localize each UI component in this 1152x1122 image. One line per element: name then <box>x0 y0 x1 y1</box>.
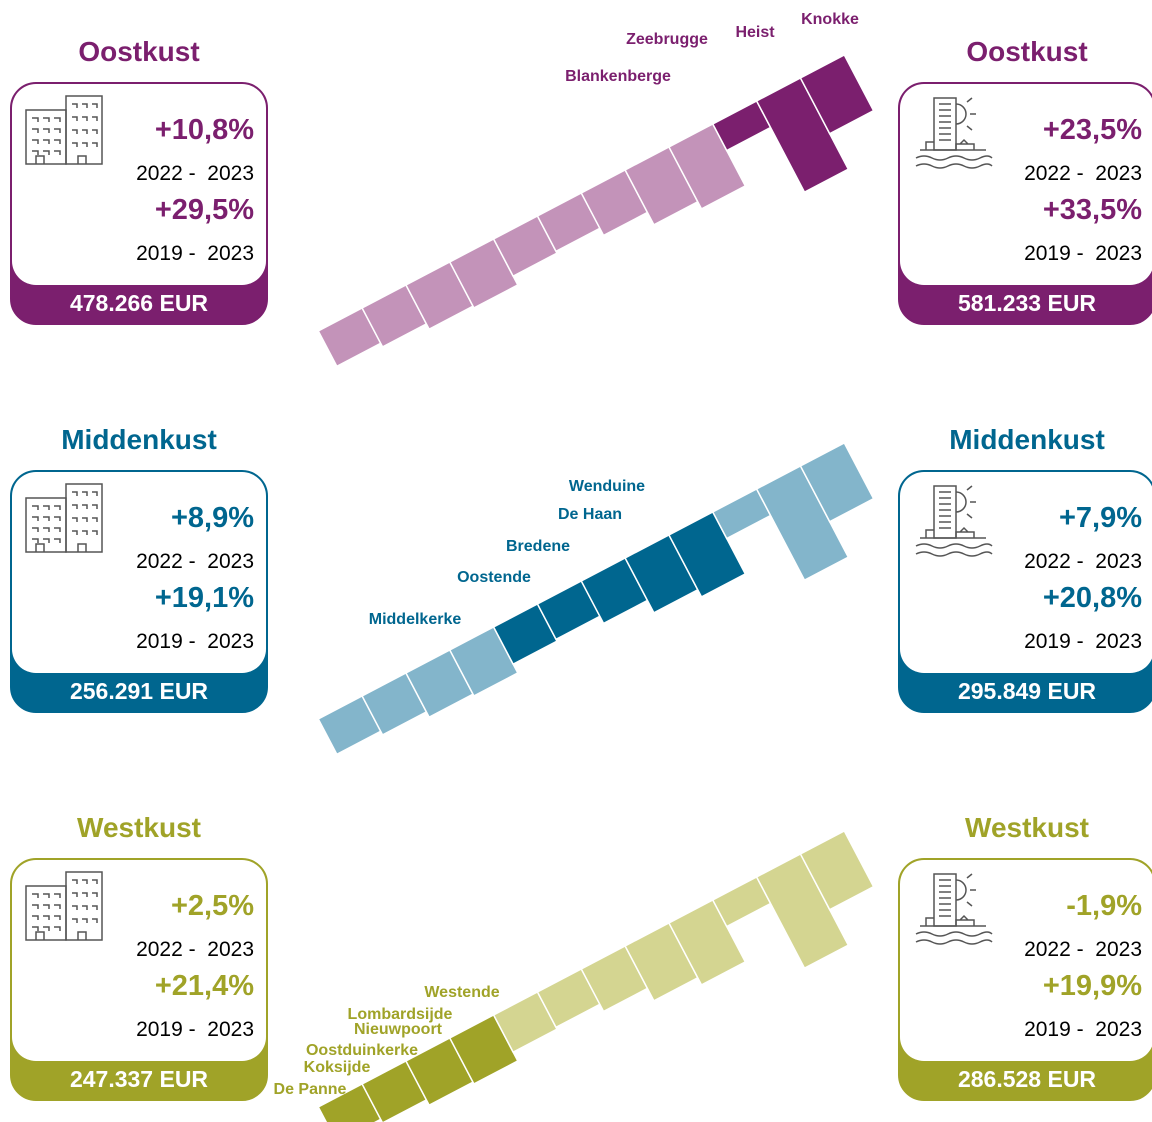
price-card: 256.291 EUR +8,9% 2022 - 2023 +19,1% 2019 -… <box>10 470 268 713</box>
apartment-icon <box>25 871 103 941</box>
region-title: Westkust <box>965 812 1089 843</box>
apartment-icon <box>25 95 103 165</box>
municipality <box>667 510 747 598</box>
period: 2022 - 2023 <box>1024 550 1142 573</box>
region-title: Middenkust <box>61 424 217 455</box>
region-title: Oostkust <box>78 36 200 67</box>
period: 2019 - 2023 <box>136 630 254 653</box>
period: 2022 - 2023 <box>1024 162 1142 185</box>
price: 581.233 EUR <box>900 283 1152 323</box>
price-card: 247.337 EUR +2,5% 2022 - 2023 +21,4% 2019 -… <box>10 858 268 1101</box>
municipality <box>799 829 875 911</box>
change: -1,9% <box>1066 890 1142 922</box>
period: 2022 - 2023 <box>1024 938 1142 961</box>
price-card: 295.849 EUR +7,9% 2022 - 2023 +20,8% 2019 -… <box>898 470 1152 713</box>
beach-house-icon <box>915 873 993 945</box>
coast-map <box>317 53 875 368</box>
municipality <box>492 602 558 666</box>
municipality <box>667 898 747 986</box>
municipality-label: De Haan <box>558 506 622 523</box>
municipality-label: Bredene <box>506 538 570 555</box>
beach-house-icon <box>915 97 993 169</box>
beach-house-icon <box>915 485 993 557</box>
region-title: Westkust <box>77 812 201 843</box>
change: +7,9% <box>1058 502 1142 534</box>
municipality-label: Lombardsijde <box>348 1006 453 1023</box>
card-body: +8,9% 2022 - 2023 +19,1% 2019 - 2023 <box>12 472 266 673</box>
period: 2019 - 2023 <box>1024 630 1142 653</box>
period: 2019 - 2023 <box>1024 242 1142 265</box>
change: +29,5% <box>154 194 254 226</box>
municipality <box>755 464 850 582</box>
coast-map <box>317 829 875 1122</box>
coast-map <box>317 441 875 756</box>
region-title: Oostkust <box>966 36 1088 67</box>
change: +8,9% <box>170 502 254 534</box>
card-body: -1,9% 2022 - 2023 +19,9% 2019 - 2023 <box>900 860 1152 1061</box>
municipality <box>755 852 850 970</box>
price: 256.291 EUR <box>12 671 266 711</box>
municipality <box>755 76 850 194</box>
card-body: +7,9% 2022 - 2023 +20,8% 2019 - 2023 <box>900 472 1152 673</box>
municipality <box>492 214 558 278</box>
card-body: +2,5% 2022 - 2023 +21,4% 2019 - 2023 <box>12 860 266 1061</box>
municipality-label: Heist <box>735 24 775 41</box>
municipality <box>448 1013 519 1085</box>
municipality <box>448 625 519 697</box>
price: 295.849 EUR <box>900 671 1152 711</box>
period: 2022 - 2023 <box>136 550 254 573</box>
period: 2019 - 2023 <box>136 242 254 265</box>
price-card: 286.528 EUR -1,9% 2022 - 2023 +19,9% 2019 -… <box>898 858 1152 1101</box>
price: 247.337 EUR <box>12 1059 266 1099</box>
card-body: +23,5% 2022 - 2023 +33,5% 2019 - 2023 <box>900 84 1152 285</box>
municipality-label: Oostduinkerke <box>306 1042 418 1059</box>
municipality-label: Blankenberge <box>565 68 671 85</box>
change: +2,5% <box>170 890 254 922</box>
change: +20,8% <box>1042 582 1142 614</box>
municipality <box>799 53 875 135</box>
period: 2019 - 2023 <box>136 1018 254 1041</box>
period: 2022 - 2023 <box>136 938 254 961</box>
municipality-label: Zeebrugge <box>626 31 708 48</box>
municipality-label: Knokke <box>801 11 859 28</box>
municipality <box>448 237 519 309</box>
municipality-label: Nieuwpoort <box>354 1021 443 1038</box>
municipality-label: Middelkerke <box>369 611 462 628</box>
price: 286.528 EUR <box>900 1059 1152 1099</box>
card-body: +10,8% 2022 - 2023 +29,5% 2019 - 2023 <box>12 84 266 285</box>
change: +33,5% <box>1042 194 1142 226</box>
price-card: 581.233 EUR +23,5% 2022 - 2023 +33,5% 2019 … <box>898 82 1152 325</box>
municipality <box>667 122 747 210</box>
change: +19,1% <box>154 582 254 614</box>
change: +23,5% <box>1042 114 1142 146</box>
period: 2022 - 2023 <box>136 162 254 185</box>
municipality-label: Oostende <box>457 569 531 586</box>
apartment-icon <box>25 483 103 553</box>
municipality <box>799 441 875 523</box>
period: 2019 - 2023 <box>1024 1018 1142 1041</box>
price-card: 478.266 EUR +10,8% 2022 - 2023 +29,5% 2019 … <box>10 82 268 325</box>
change: +21,4% <box>154 970 254 1002</box>
municipality-label: Wenduine <box>569 478 645 495</box>
change: +19,9% <box>1042 970 1142 1002</box>
municipality-label: Westende <box>424 984 499 1001</box>
municipality-label: De Panne <box>274 1081 347 1098</box>
price: 478.266 EUR <box>12 283 266 323</box>
municipality-label: Koksijde <box>304 1059 371 1076</box>
change: +10,8% <box>154 114 254 146</box>
region-title: Middenkust <box>949 424 1105 455</box>
municipality <box>492 990 558 1054</box>
